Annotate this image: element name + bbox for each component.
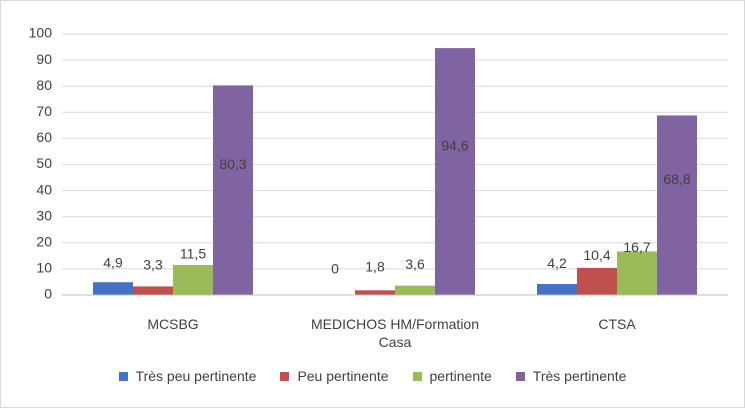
data-label: 4,9 bbox=[103, 254, 123, 270]
y-tick-label: 10 bbox=[36, 260, 52, 276]
y-tick-label: 50 bbox=[36, 155, 52, 171]
data-label: 4,2 bbox=[547, 255, 567, 271]
y-tick-label: 20 bbox=[36, 234, 52, 250]
data-label: 3,6 bbox=[405, 256, 425, 272]
y-tick-label: 30 bbox=[36, 207, 52, 223]
x-tick-label: MEDICHOS HM/Formation Casa bbox=[310, 316, 480, 350]
legend-swatch bbox=[515, 372, 525, 381]
data-label: 10,4 bbox=[583, 247, 610, 263]
data-label: 0 bbox=[331, 261, 339, 277]
legend-item: pertinente bbox=[412, 368, 492, 384]
y-tick-label: 70 bbox=[36, 103, 52, 119]
y-tick-label: 40 bbox=[36, 181, 52, 197]
bar bbox=[395, 285, 435, 295]
legend-label: Très peu pertinente bbox=[135, 368, 257, 384]
data-label: 1,8 bbox=[365, 258, 385, 274]
legend-swatch bbox=[412, 372, 422, 381]
bar bbox=[93, 282, 133, 295]
data-label: 68,8 bbox=[663, 171, 690, 187]
x-tick-label: CTSA bbox=[598, 316, 636, 332]
data-label: 16,7 bbox=[623, 239, 650, 255]
bar bbox=[133, 286, 173, 295]
legend-item: Très peu pertinente bbox=[118, 368, 257, 384]
legend-label: Peu pertinente bbox=[297, 368, 389, 384]
y-tick-label: 90 bbox=[36, 51, 52, 67]
legend-swatch bbox=[280, 372, 290, 381]
x-tick-label: MCSBG bbox=[147, 316, 199, 332]
bar bbox=[435, 48, 475, 296]
y-tick-label: 80 bbox=[36, 77, 52, 93]
data-label: 3,3 bbox=[143, 256, 163, 272]
y-tick-label: 60 bbox=[36, 129, 52, 145]
data-label: 11,5 bbox=[180, 246, 206, 262]
bar bbox=[537, 284, 577, 295]
bar bbox=[617, 251, 657, 295]
legend-label: pertinente bbox=[429, 368, 492, 384]
bar bbox=[577, 267, 617, 295]
data-label: 80,3 bbox=[219, 156, 246, 172]
legend: Très peu pertinente Peu pertinente pertine… bbox=[0, 368, 745, 384]
bar bbox=[355, 290, 395, 295]
legend-label: Très pertinente bbox=[532, 368, 627, 384]
bar bbox=[213, 85, 253, 296]
data-label: 94,6 bbox=[441, 137, 468, 153]
bar bbox=[657, 115, 697, 295]
legend-swatch bbox=[118, 372, 128, 381]
y-tick-label: 0 bbox=[44, 286, 52, 302]
legend-item: Très pertinente bbox=[515, 368, 627, 384]
legend-item: Peu pertinente bbox=[280, 368, 389, 384]
bar bbox=[173, 264, 213, 295]
y-tick-label: 100 bbox=[29, 25, 53, 41]
